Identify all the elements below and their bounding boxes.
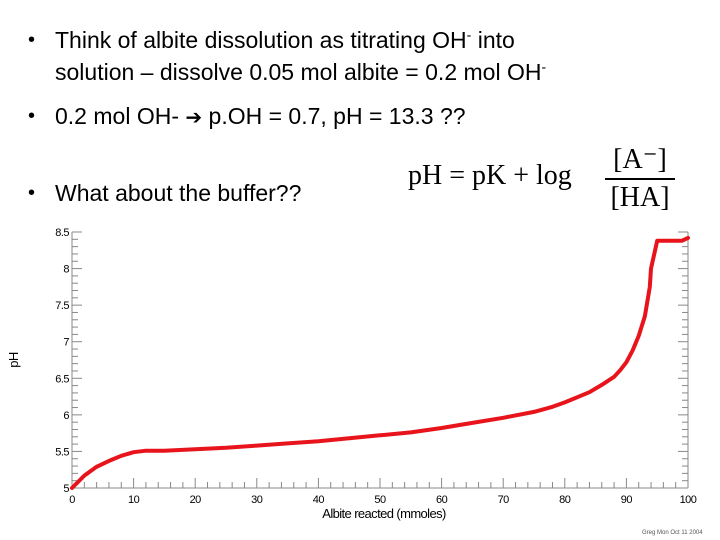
y-tick-label: 6.5 <box>55 373 69 385</box>
x-tick-label: 60 <box>436 494 448 506</box>
bullet-3: What about the buffer?? <box>55 180 302 206</box>
x-tick-label: 0 <box>69 494 75 506</box>
bullet-1-line-2: solution – dissolve 0.05 mol albite = 0.… <box>55 57 546 87</box>
ph-curve <box>70 235 690 490</box>
equation-denominator: [HA] <box>610 182 670 213</box>
bullet-2-text-b: p.OH = 0.7, pH = 13.3 ?? <box>202 103 466 129</box>
y-tick-label: 8 <box>63 264 69 276</box>
y-tick-label: 8.5 <box>55 227 69 239</box>
chart-credit: Greg Mon Oct 11 2004 <box>642 530 703 536</box>
x-axis-label: Albite reacted (mmoles) <box>322 506 446 521</box>
x-tick-label: 80 <box>559 494 571 506</box>
x-tick-label: 90 <box>621 494 633 506</box>
bullet-1-superscript-b: - <box>541 58 547 75</box>
chart-tick-labels: 5 5.5 6 6.5 7 7.5 8 8.5 0 10 20 30 40 50 60 70 80 90 100 <box>55 227 697 506</box>
y-tick-label: 7.5 <box>55 300 69 312</box>
bullet-1-text-b: into <box>471 27 515 53</box>
x-tick-label: 50 <box>374 494 386 506</box>
bullet-marker: • <box>28 182 36 204</box>
y-tick-label: 5.5 <box>55 446 69 458</box>
y-axis-label: pH <box>6 352 21 368</box>
bullet-marker: • <box>28 105 36 127</box>
bullet-1-text-a: Think of albite dissolution as titrating… <box>55 27 467 53</box>
bullet-1-superscript-a: - <box>466 26 472 43</box>
bullet-marker: • <box>28 29 36 51</box>
x-tick-label: 100 <box>680 494 697 506</box>
bullet-2: 0.2 mol OH- ➔ p.OH = 0.7, pH = 13.3 ?? <box>55 101 466 132</box>
bullet-1-line-1: Think of albite dissolution as titrating… <box>55 25 515 55</box>
henderson-hasselbalch-equation: pH = pK + log [A⁻] [HA] <box>408 142 683 217</box>
equation-lhs: pH = pK + log <box>408 160 572 191</box>
x-tick-label: 20 <box>190 494 202 506</box>
bullet-2-text-a: 0.2 mol OH- <box>55 103 186 129</box>
x-tick-label: 30 <box>251 494 263 506</box>
y-tick-label: 6 <box>63 410 69 422</box>
x-tick-label: 10 <box>128 494 140 506</box>
y-tick-label: 5 <box>63 483 69 495</box>
fraction-bar <box>605 178 675 180</box>
y-tick-label: 7 <box>63 337 69 349</box>
x-tick-label: 70 <box>498 494 510 506</box>
right-arrow-icon: ➔ <box>185 105 203 129</box>
equation-numerator: [A⁻] <box>613 144 667 175</box>
bullet-1-text-c: solution – dissolve 0.05 mol albite = 0.… <box>55 59 542 85</box>
x-tick-label: 40 <box>313 494 325 506</box>
